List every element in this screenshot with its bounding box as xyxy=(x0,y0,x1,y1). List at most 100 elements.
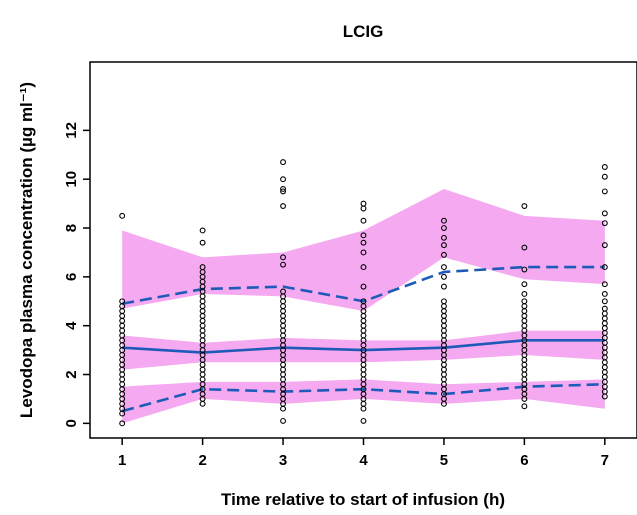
data-point xyxy=(440,283,447,290)
data-point xyxy=(521,298,528,305)
data-point xyxy=(601,210,608,217)
data-point xyxy=(601,315,608,322)
data-point xyxy=(440,308,447,314)
data-point xyxy=(360,283,367,290)
data-point xyxy=(521,371,528,378)
data-point xyxy=(199,327,206,334)
data-point xyxy=(521,244,528,251)
data-point xyxy=(199,322,206,329)
y-axis-title: Levodopa plasma concentration (µg ml⁻¹) xyxy=(17,82,36,418)
data-point xyxy=(440,376,447,383)
data-point xyxy=(440,371,447,378)
data-point xyxy=(601,359,608,366)
data-point xyxy=(521,303,528,310)
data-point xyxy=(199,239,206,246)
data-point xyxy=(440,332,447,339)
data-point xyxy=(440,366,447,373)
data-point xyxy=(280,303,287,310)
data-point xyxy=(521,308,528,314)
data-point xyxy=(119,312,126,319)
data-point xyxy=(440,273,447,280)
data-point xyxy=(360,400,367,407)
data-point xyxy=(360,298,367,305)
data-point xyxy=(601,290,608,297)
data-point xyxy=(440,217,447,224)
data-point xyxy=(199,371,206,378)
data-point xyxy=(601,320,608,327)
data-point xyxy=(199,317,206,324)
data-point xyxy=(360,366,367,373)
data-point xyxy=(521,403,528,410)
data-point xyxy=(199,303,206,310)
data-point xyxy=(280,376,287,383)
x-tick-label: 5 xyxy=(440,452,448,469)
x-tick-label: 2 xyxy=(198,452,206,469)
data-point xyxy=(601,220,608,227)
data-point xyxy=(440,322,447,329)
data-point xyxy=(360,249,367,256)
data-point xyxy=(360,317,367,324)
data-point xyxy=(199,400,206,407)
data-point xyxy=(280,322,287,329)
data-point xyxy=(521,376,528,383)
x-tick-label: 6 xyxy=(520,452,528,469)
data-point xyxy=(199,361,206,368)
y-tick-label: 8 xyxy=(63,224,80,232)
y-axis: 0 2 4 6 8 10 12 xyxy=(63,122,90,428)
data-point xyxy=(360,327,367,334)
data-point xyxy=(440,317,447,324)
data-point xyxy=(119,381,126,388)
data-point xyxy=(360,322,367,329)
data-point xyxy=(199,337,206,344)
data-point xyxy=(601,173,608,180)
data-point xyxy=(601,164,608,170)
data-point xyxy=(280,405,287,412)
data-point xyxy=(280,312,287,319)
x-axis: 1 2 3 4 5 6 7 xyxy=(118,438,609,469)
data-point xyxy=(601,242,608,249)
data-point xyxy=(521,356,528,363)
data-point xyxy=(199,293,206,300)
data-point xyxy=(360,264,367,271)
y-tick-label: 12 xyxy=(63,122,80,139)
data-point xyxy=(199,264,206,271)
data-point xyxy=(280,308,287,314)
data-point xyxy=(280,327,287,334)
data-point xyxy=(440,225,447,231)
data-point xyxy=(601,374,608,380)
data-point xyxy=(280,254,287,261)
data-point xyxy=(440,312,447,319)
data-point xyxy=(601,264,608,271)
data-point xyxy=(440,298,447,305)
data-point xyxy=(280,176,287,183)
data-point xyxy=(119,322,126,329)
data-point xyxy=(521,317,528,324)
data-point xyxy=(360,312,367,319)
data-point xyxy=(601,310,608,317)
data-point xyxy=(440,234,447,241)
observed-points xyxy=(119,159,608,427)
y-tick-label: 10 xyxy=(63,171,80,188)
data-point xyxy=(119,371,126,378)
y-tick-label: 2 xyxy=(63,370,80,378)
data-point xyxy=(199,298,206,305)
data-point xyxy=(601,325,608,332)
data-point xyxy=(199,312,206,319)
data-point xyxy=(280,417,287,424)
data-point xyxy=(521,290,528,297)
data-point xyxy=(440,361,447,368)
data-point xyxy=(521,322,528,329)
data-point xyxy=(601,281,608,288)
data-point xyxy=(280,332,287,339)
data-point xyxy=(601,369,608,376)
data-point xyxy=(119,420,126,427)
data-point xyxy=(199,227,206,234)
data-point xyxy=(521,366,528,373)
data-point xyxy=(280,261,287,268)
data-point xyxy=(360,417,367,424)
data-point xyxy=(280,371,287,378)
data-point xyxy=(119,376,126,383)
data-point xyxy=(440,264,447,271)
data-point xyxy=(119,308,126,314)
